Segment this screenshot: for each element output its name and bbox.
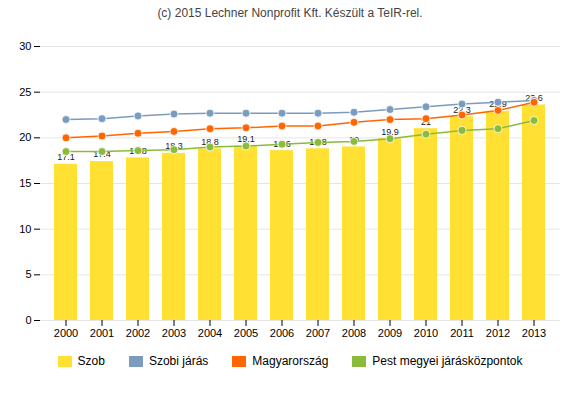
svg-text:18.6: 18.6 [273, 138, 291, 149]
svg-text:5: 5 [25, 268, 31, 280]
svg-text:22.9: 22.9 [489, 99, 507, 110]
svg-text:2004: 2004 [198, 327, 222, 339]
svg-text:2001: 2001 [90, 327, 114, 339]
svg-text:20: 20 [19, 131, 31, 143]
svg-text:2000: 2000 [54, 327, 78, 339]
svg-text:23.6: 23.6 [525, 92, 543, 103]
svg-text:25: 25 [19, 86, 31, 98]
svg-text:2009: 2009 [378, 327, 402, 339]
svg-text:10: 10 [19, 223, 31, 235]
svg-text:2002: 2002 [126, 327, 150, 339]
svg-text:22.3: 22.3 [453, 104, 471, 115]
svg-text:30: 30 [19, 40, 31, 52]
svg-text:17.1: 17.1 [57, 152, 75, 163]
svg-text:2008: 2008 [342, 327, 366, 339]
svg-text:15: 15 [19, 177, 31, 189]
svg-text:19.9: 19.9 [381, 126, 399, 137]
svg-text:2006: 2006 [270, 327, 294, 339]
svg-text:2013: 2013 [522, 327, 546, 339]
html-text:Szobi járás: Szobi járás [148, 354, 209, 368]
svg-text:19: 19 [349, 135, 359, 145]
svg-text:17.8: 17.8 [129, 145, 147, 156]
svg-text:18.8: 18.8 [201, 136, 219, 147]
html-text:Magyarország: Magyarország [252, 354, 329, 368]
svg-text:2005: 2005 [234, 327, 258, 339]
html-text:(c) 2015 Lechner Nonprofit Kft: (c) 2015 Lechner Nonprofit Kft. Készült … [157, 6, 423, 20]
svg-text:2007: 2007 [306, 327, 330, 339]
svg-text:2010: 2010 [414, 327, 438, 339]
svg-text:2011: 2011 [450, 327, 474, 339]
svg-text:2012: 2012 [486, 327, 510, 339]
svg-text:18.8: 18.8 [309, 136, 327, 147]
html-text:Pest megyei járásközpontok: Pest megyei járásközpontok [372, 354, 523, 368]
html-text:Szob: Szob [77, 354, 105, 368]
svg-text:2003: 2003 [162, 327, 186, 339]
svg-text:19.1: 19.1 [237, 133, 255, 144]
svg-text:0: 0 [25, 314, 31, 326]
